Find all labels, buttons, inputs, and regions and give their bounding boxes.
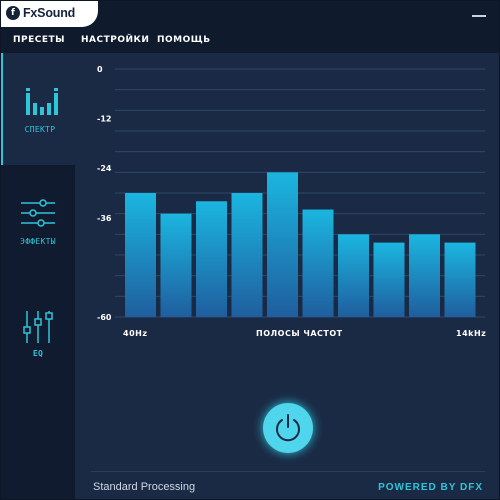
- x-end-label: 14kHz: [456, 329, 487, 338]
- spectrum-bar: [373, 242, 405, 317]
- y-tick-label: -12: [97, 115, 111, 124]
- main-panel: 0 -12 -24 -36 -60 40Hz ПОЛОСЫ ЧАСТОТ 14kHz S…: [75, 53, 499, 499]
- sidebar: СПЕКТР ЭФФЕКТЫ EQ: [1, 53, 75, 499]
- footer-divider: [91, 471, 485, 472]
- spectrum-icon: [26, 88, 58, 115]
- eq-sliders-icon: [23, 311, 53, 343]
- spectrum-bar: [444, 242, 476, 317]
- sidebar-item-label: СПЕКТР: [24, 125, 56, 134]
- sidebar-item-label: EQ: [32, 349, 44, 358]
- effects-sliders-icon: [21, 199, 55, 227]
- spectrum-bar: [160, 213, 192, 317]
- status-text: Standard Processing: [93, 481, 196, 493]
- menu-presets[interactable]: ПРЕСЕТЫ: [13, 35, 65, 45]
- sidebar-item-eq[interactable]: EQ: [1, 277, 75, 389]
- spectrum-bar: [267, 172, 298, 317]
- y-tick-label: -24: [97, 164, 112, 173]
- spectrum-bar: [231, 193, 263, 317]
- spectrum-bar: [302, 209, 334, 317]
- x-axis-label: ПОЛОСЫ ЧАСТОТ: [256, 329, 343, 338]
- spectrum-bar: [409, 234, 440, 317]
- menu-settings[interactable]: НАСТРОЙКИ: [81, 35, 150, 45]
- sidebar-item-effects[interactable]: ЭФФЕКТЫ: [1, 165, 75, 277]
- logo-text: FxSound: [23, 6, 76, 20]
- spectrum-chart: 0 -12 -24 -36 -60: [97, 65, 485, 322]
- menu-bar: ПРЕСЕТЫ НАСТРОЙКИ ПОМОЩЬ: [1, 29, 499, 53]
- sidebar-item-label: ЭФФЕКТЫ: [20, 237, 56, 246]
- spectrum-bar: [196, 201, 227, 317]
- power-icon: [276, 414, 300, 442]
- y-tick-label: -60: [97, 313, 112, 322]
- minimize-icon[interactable]: [472, 15, 486, 17]
- spectrum-bar: [125, 193, 156, 317]
- x-start-label: 40Hz: [123, 329, 148, 338]
- y-tick-label: 0: [97, 65, 103, 74]
- menu-help[interactable]: ПОМОЩЬ: [157, 35, 211, 45]
- sidebar-item-spectrum[interactable]: СПЕКТР: [1, 53, 75, 165]
- title-bar: f FxSound: [1, 1, 499, 29]
- powered-by-link[interactable]: POWERED BY DFX: [378, 482, 483, 493]
- y-tick-label: -36: [97, 214, 112, 223]
- spectrum-bar: [338, 234, 369, 317]
- logo-icon: f: [6, 6, 20, 20]
- power-button[interactable]: [263, 403, 313, 453]
- app-logo: f FxSound: [1, 1, 98, 27]
